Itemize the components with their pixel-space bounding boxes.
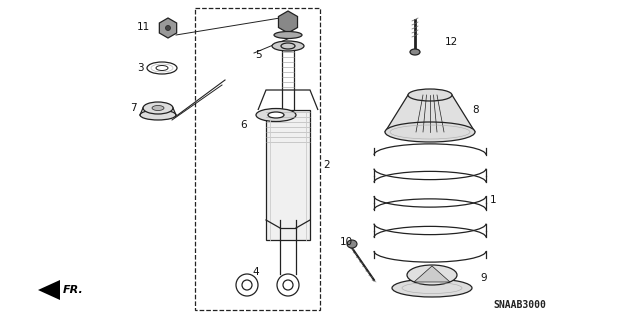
Text: FR.: FR.	[63, 285, 84, 295]
Text: 12: 12	[445, 37, 458, 47]
Bar	[195, 8, 320, 310]
Polygon shape	[38, 280, 60, 300]
Text: 6: 6	[240, 120, 246, 130]
Ellipse shape	[147, 62, 177, 74]
Ellipse shape	[256, 108, 296, 122]
Text: 7: 7	[130, 103, 136, 113]
Ellipse shape	[347, 240, 357, 248]
Ellipse shape	[385, 122, 475, 142]
Ellipse shape	[277, 274, 299, 296]
Ellipse shape	[236, 274, 258, 296]
Ellipse shape	[156, 65, 168, 70]
Text: 10: 10	[340, 237, 353, 247]
Ellipse shape	[242, 280, 252, 290]
Text: 3: 3	[137, 63, 143, 73]
Text: 9: 9	[480, 273, 486, 283]
Polygon shape	[414, 266, 450, 282]
Ellipse shape	[392, 279, 472, 297]
Bar	[266, 110, 310, 240]
Text: 1: 1	[490, 195, 497, 205]
Ellipse shape	[408, 89, 452, 101]
Polygon shape	[278, 11, 298, 33]
Ellipse shape	[166, 26, 170, 31]
Ellipse shape	[140, 110, 176, 120]
Ellipse shape	[283, 280, 293, 290]
Ellipse shape	[281, 43, 295, 49]
Text: 5: 5	[255, 50, 262, 60]
Ellipse shape	[268, 112, 284, 118]
Ellipse shape	[152, 106, 164, 110]
Text: 2: 2	[323, 160, 330, 170]
Polygon shape	[385, 95, 475, 132]
Text: 8: 8	[472, 105, 479, 115]
Ellipse shape	[410, 49, 420, 55]
Polygon shape	[159, 18, 177, 38]
Ellipse shape	[272, 41, 304, 51]
Text: 4: 4	[252, 267, 259, 277]
Text: SNAAB3000: SNAAB3000	[493, 300, 547, 310]
Ellipse shape	[143, 102, 173, 114]
Text: 11: 11	[137, 22, 150, 32]
Ellipse shape	[407, 265, 457, 285]
Ellipse shape	[274, 32, 302, 39]
